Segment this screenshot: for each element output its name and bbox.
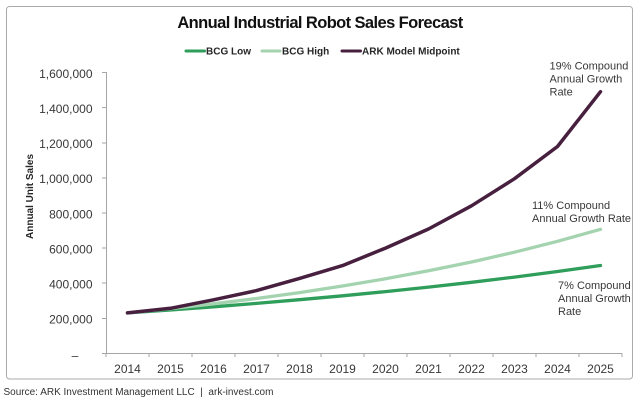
svg-text:2014: 2014 <box>114 362 141 376</box>
svg-text:Annual Growth: Annual Growth <box>558 293 631 305</box>
svg-text:1,600,000: 1,600,000 <box>39 67 93 81</box>
svg-text:Annual Growth: Annual Growth <box>550 74 623 86</box>
svg-text:2023: 2023 <box>501 362 528 376</box>
svg-text:11% Compound: 11% Compound <box>532 200 610 212</box>
svg-text:2017: 2017 <box>243 362 270 376</box>
svg-text:–: – <box>72 348 79 362</box>
svg-text:ARK Model Midpoint: ARK Model Midpoint <box>362 47 460 58</box>
svg-text:2020: 2020 <box>372 362 399 376</box>
svg-text:2024: 2024 <box>544 362 571 376</box>
svg-text:800,000: 800,000 <box>49 207 93 221</box>
svg-text:Rate: Rate <box>550 87 573 99</box>
svg-text:2015: 2015 <box>157 362 184 376</box>
svg-text:400,000: 400,000 <box>49 278 93 292</box>
svg-text:1,400,000: 1,400,000 <box>39 102 93 116</box>
svg-text:Annual Industrial Robot Sales: Annual Industrial Robot Sales Forecast <box>177 14 463 32</box>
svg-text:BCG High: BCG High <box>282 47 329 58</box>
svg-text:1,000,000: 1,000,000 <box>39 172 93 186</box>
svg-text:7% Compound: 7% Compound <box>558 280 631 292</box>
svg-text:2016: 2016 <box>200 362 227 376</box>
svg-text:BCG Low: BCG Low <box>206 47 251 58</box>
svg-text:Rate: Rate <box>558 306 581 318</box>
svg-text:Annual Unit Sales: Annual Unit Sales <box>25 154 36 239</box>
svg-text:2021: 2021 <box>415 362 442 376</box>
svg-text:1,200,000: 1,200,000 <box>39 137 93 151</box>
svg-text:2022: 2022 <box>458 362 485 376</box>
svg-text:Source: ARK Investment Managem: Source: ARK Investment Management LLC | … <box>4 387 274 398</box>
svg-text:2025: 2025 <box>587 362 614 376</box>
svg-text:200,000: 200,000 <box>49 313 93 327</box>
svg-text:Annual Growth Rate: Annual Growth Rate <box>532 213 631 225</box>
svg-text:2019: 2019 <box>329 362 356 376</box>
svg-text:2018: 2018 <box>286 362 313 376</box>
svg-text:19% Compound: 19% Compound <box>550 61 629 73</box>
svg-text:600,000: 600,000 <box>49 242 93 256</box>
